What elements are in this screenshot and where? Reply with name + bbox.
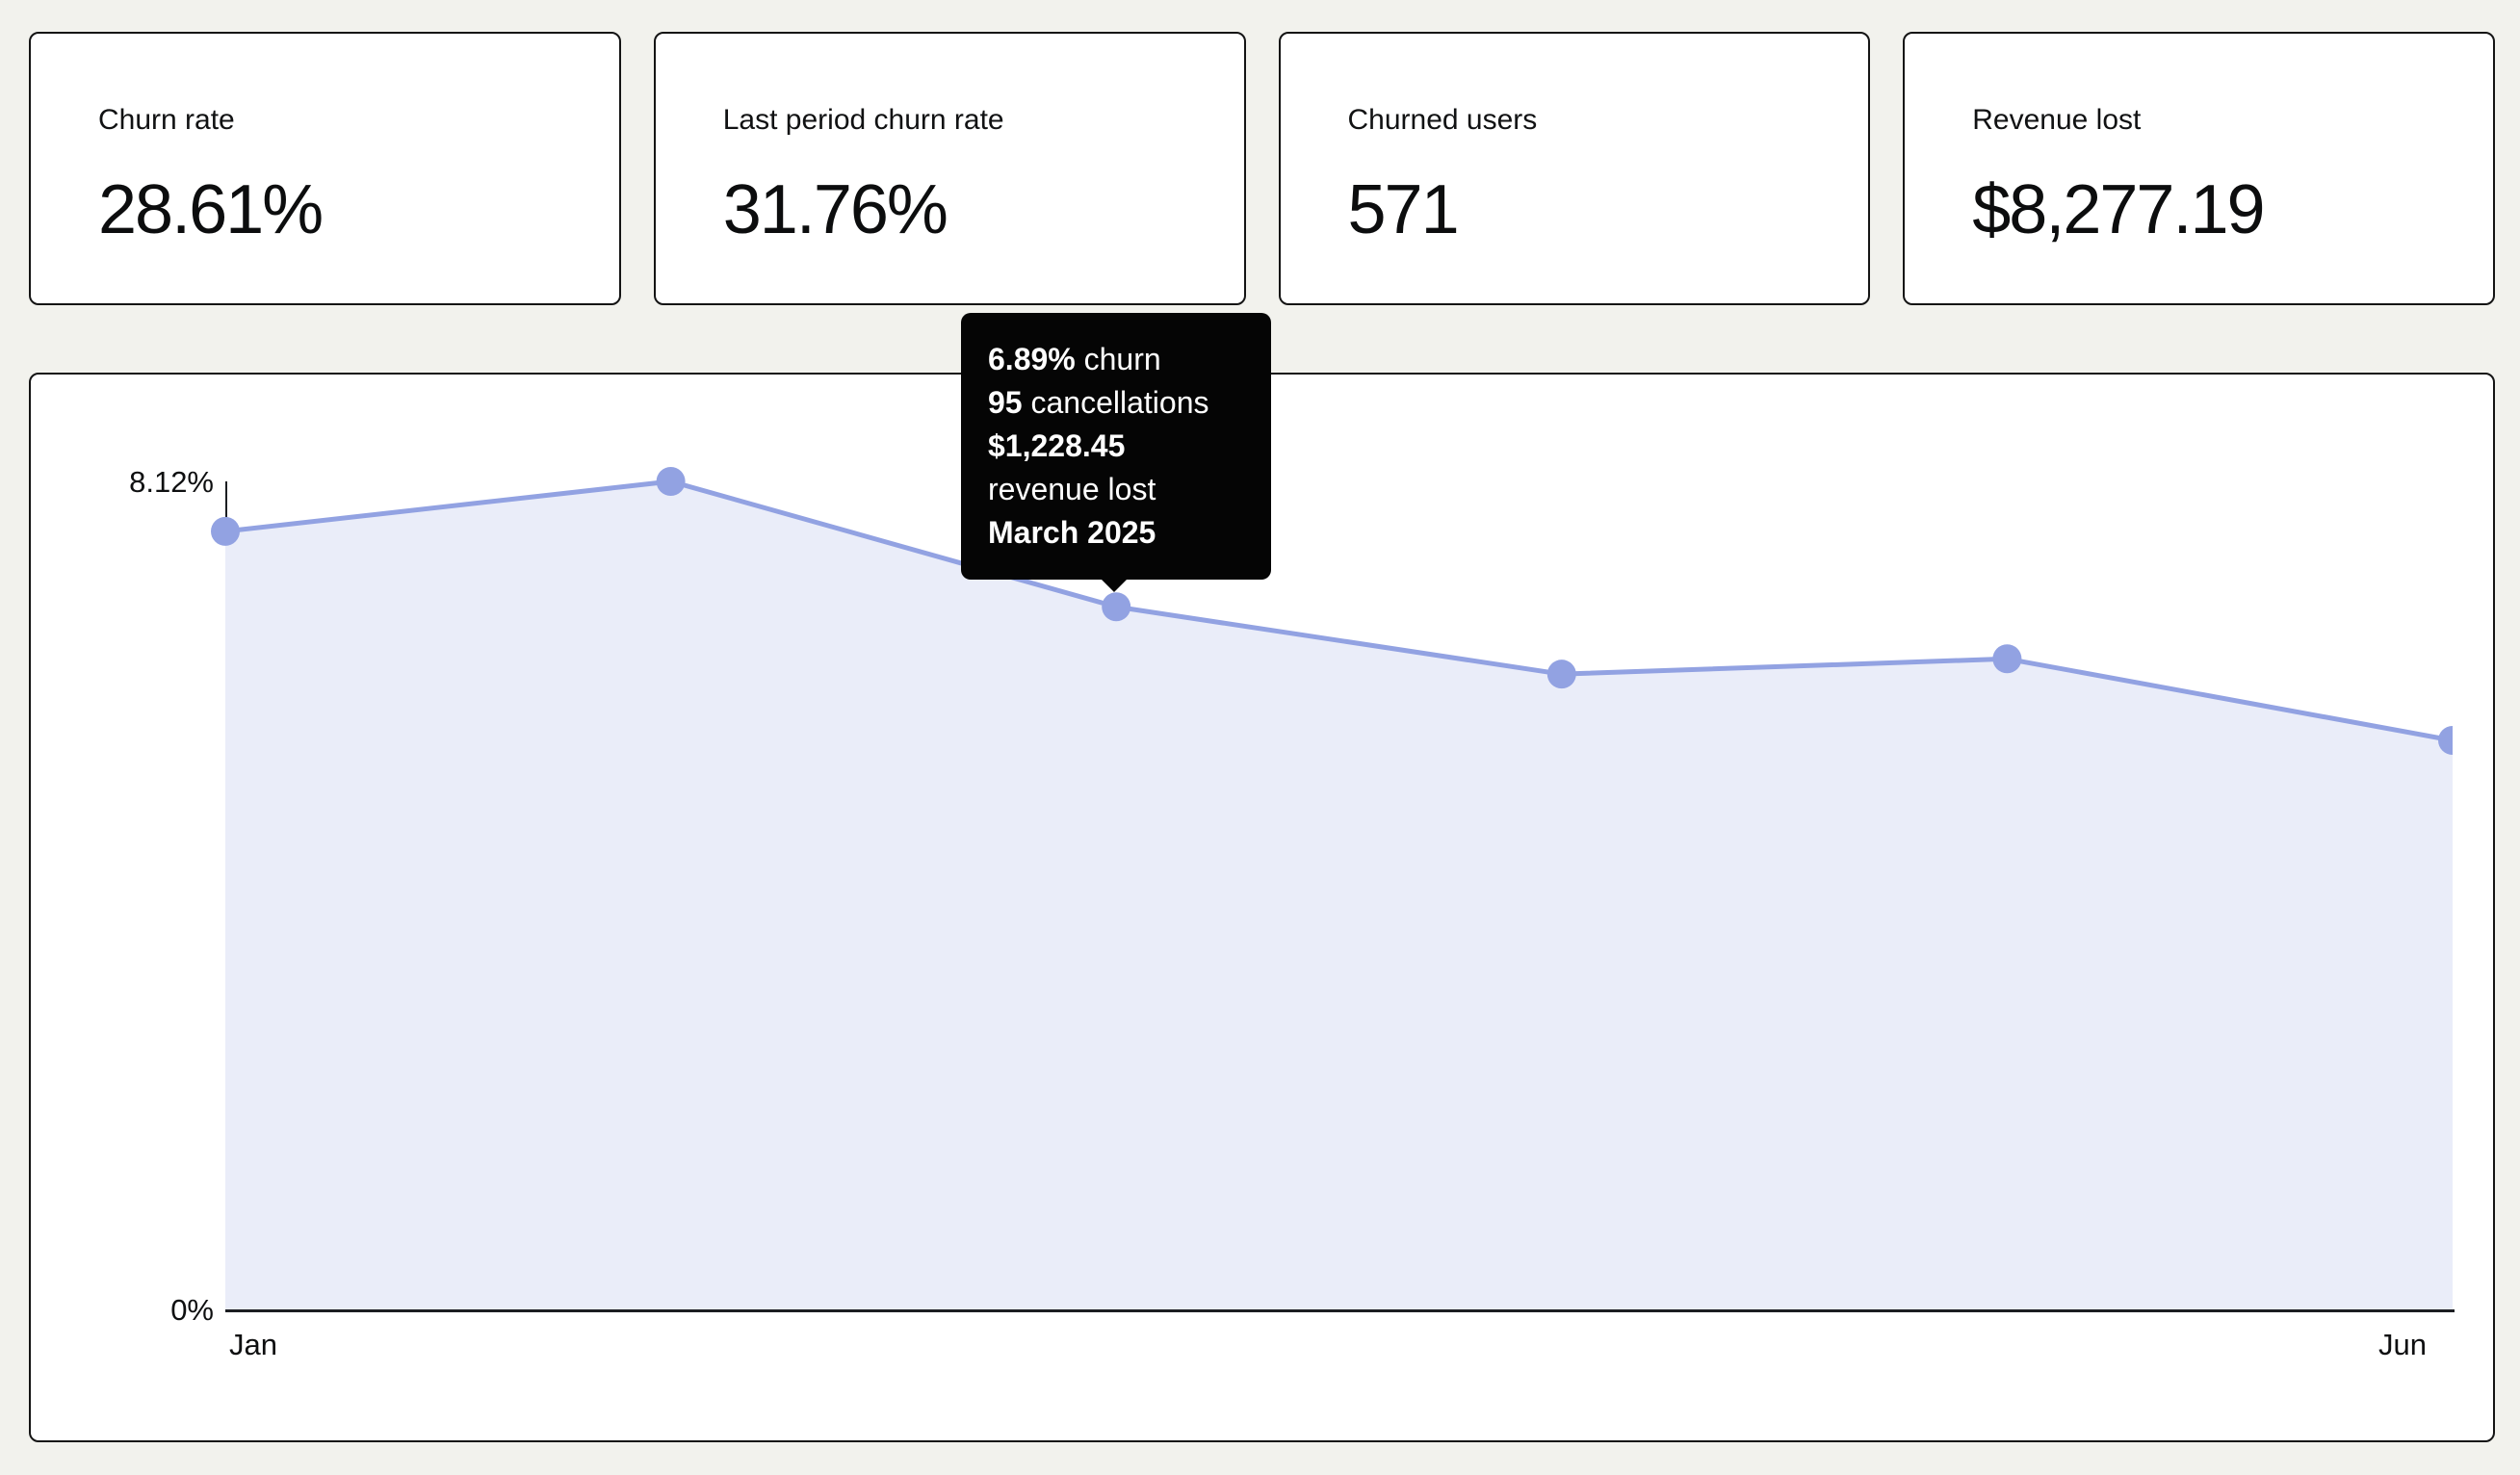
x-axis-line (225, 1309, 2455, 1312)
data-point-jan[interactable] (211, 516, 240, 546)
stat-card-revenue-lost: Revenue lost $8,277.19 (1903, 32, 2495, 305)
stat-value: 571 (1347, 171, 1460, 248)
churn-area-chart[interactable] (206, 466, 2453, 1311)
stat-label: Revenue lost (1972, 104, 2142, 136)
tooltip-label: cancellations (1022, 385, 1209, 420)
x-axis-label-jan: Jan (229, 1328, 277, 1361)
tooltip-line: 6.89% churn (988, 338, 1244, 381)
stat-label: Churned users (1347, 104, 1538, 136)
tooltip-value: 95 (988, 385, 1023, 420)
y-axis-min-label: 0% (170, 1293, 214, 1327)
stat-label: Churn rate (98, 104, 235, 136)
tooltip-line: 95 cancellations (988, 381, 1244, 425)
tooltip-label: churn (1075, 342, 1161, 376)
stat-card-last-period-churn-rate: Last period churn rate 31.76% (653, 32, 1246, 305)
area-fill (225, 481, 2453, 1309)
tooltip-value: 6.89% (988, 342, 1076, 376)
x-axis-label-jun: Jun (2378, 1328, 2427, 1361)
data-point-jun[interactable] (2438, 726, 2453, 756)
stat-cards-row: Churn rate 28.61% Last period churn rate… (29, 32, 2495, 305)
tooltip-line: March 2025 (988, 511, 1244, 555)
stat-value: $8,277.19 (1972, 171, 2265, 248)
y-axis-max-label: 8.12% (129, 465, 214, 499)
tooltip-label: revenue lost (988, 472, 1156, 506)
tooltip-line: $1,228.45 revenue lost (988, 425, 1244, 511)
tooltip-value: March 2025 (988, 515, 1156, 550)
data-point-apr[interactable] (1546, 660, 1576, 689)
stat-value: 28.61% (98, 171, 324, 248)
tooltip-value: $1,228.45 (988, 428, 1126, 463)
data-point-mar[interactable] (1102, 592, 1131, 622)
stat-label: Last period churn rate (722, 104, 1004, 136)
stat-card-churn-rate: Churn rate 28.61% (29, 32, 621, 305)
data-point-may[interactable] (1992, 644, 2022, 674)
data-point-feb[interactable] (656, 467, 686, 496)
chart-tooltip: 6.89% churn 95 cancellations $1,228.45 rev… (961, 313, 1271, 592)
stat-value: 31.76% (722, 171, 948, 248)
churn-line (224, 479, 2453, 743)
stat-card-churned-users: Churned users 571 (1278, 32, 1871, 305)
